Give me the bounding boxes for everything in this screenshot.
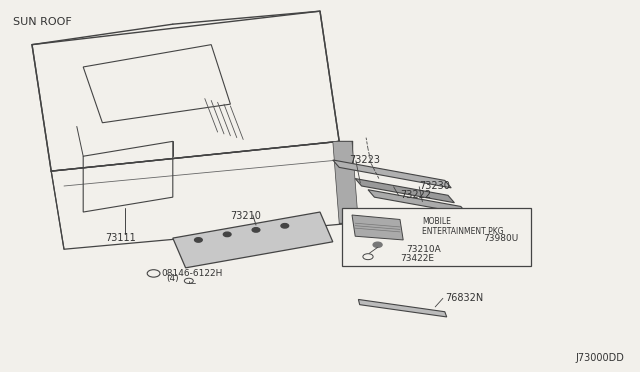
Polygon shape <box>368 190 467 214</box>
Circle shape <box>373 242 382 247</box>
Text: 73980U: 73980U <box>483 234 518 243</box>
FancyBboxPatch shape <box>342 208 531 266</box>
Circle shape <box>223 232 231 237</box>
Text: 73222: 73222 <box>400 190 431 199</box>
Text: 73422E: 73422E <box>400 254 434 263</box>
Text: SUN ROOF: SUN ROOF <box>13 17 72 27</box>
Circle shape <box>252 228 260 232</box>
Circle shape <box>147 270 160 277</box>
Circle shape <box>195 238 202 242</box>
Text: 73210: 73210 <box>230 211 261 221</box>
Text: 08146-6122H: 08146-6122H <box>161 269 223 278</box>
Text: MOBILE
ENTERTAINMENT PKG: MOBILE ENTERTAINMENT PKG <box>422 217 504 236</box>
Text: 73111: 73111 <box>106 233 136 243</box>
Polygon shape <box>333 160 451 188</box>
Polygon shape <box>173 212 333 268</box>
Text: 76832N: 76832N <box>445 293 483 302</box>
Circle shape <box>281 224 289 228</box>
Polygon shape <box>333 141 358 223</box>
Text: 73230: 73230 <box>419 181 450 191</box>
Text: (4): (4) <box>166 275 179 283</box>
Text: 73210A: 73210A <box>406 245 441 254</box>
Polygon shape <box>355 179 454 203</box>
Polygon shape <box>358 299 447 317</box>
Text: J73000DD: J73000DD <box>575 353 624 363</box>
Polygon shape <box>352 215 403 240</box>
Text: S: S <box>152 271 156 276</box>
Text: 73223: 73223 <box>349 155 380 165</box>
